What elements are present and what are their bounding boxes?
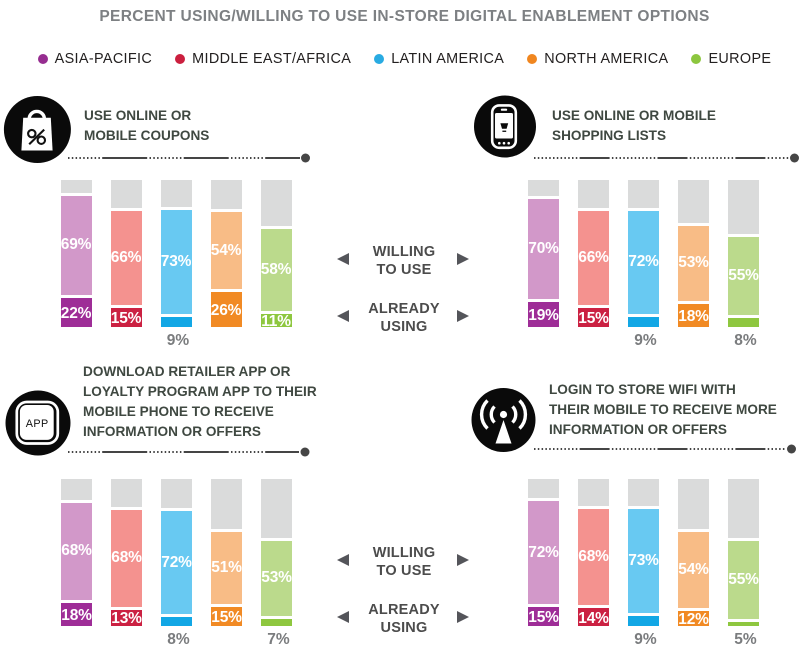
svg-text:APP: APP <box>26 418 49 430</box>
